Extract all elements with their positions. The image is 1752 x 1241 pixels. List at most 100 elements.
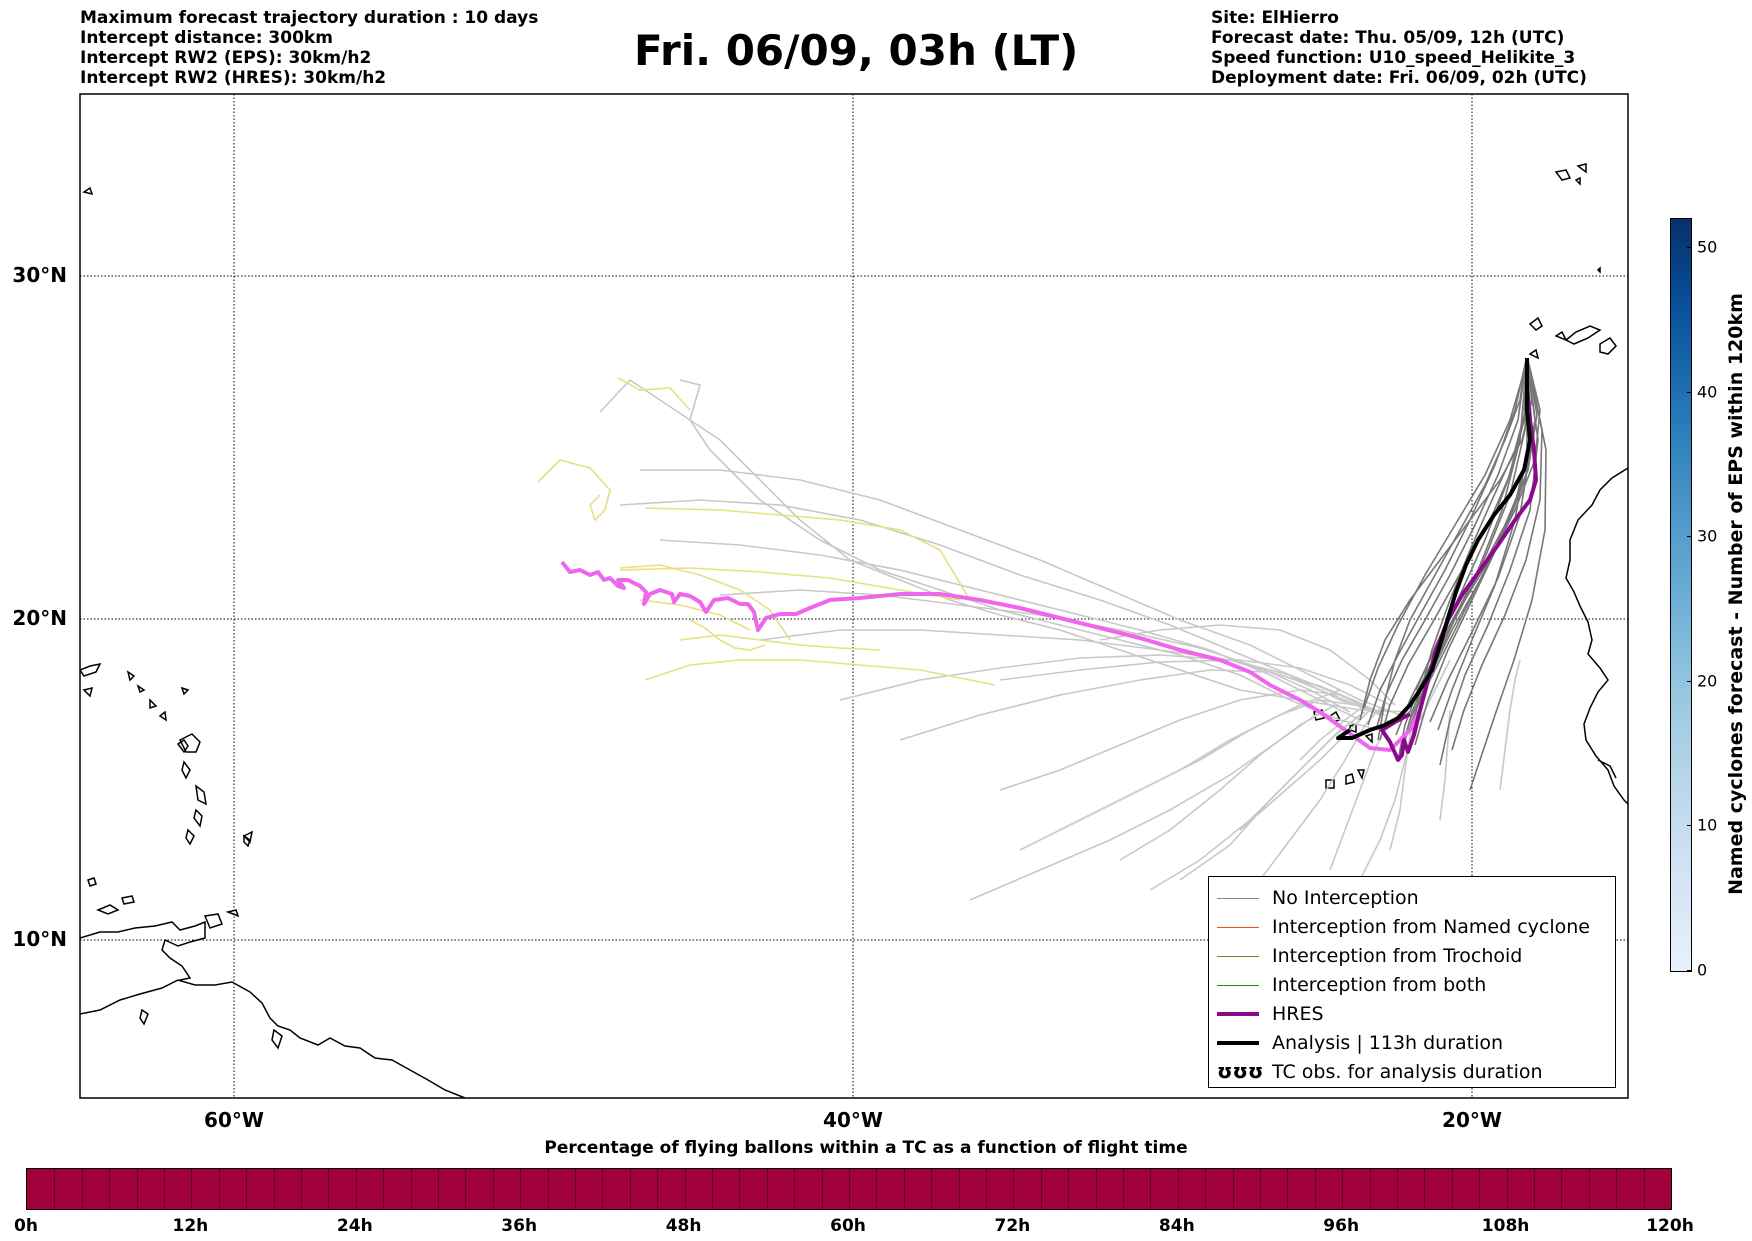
legend-item-both: Interception from both [1209, 972, 1615, 1000]
coast-canary-1 [1528, 316, 1543, 331]
eps-grey-trajectory-21 [1149, 714, 1361, 891]
legend-swatch-analysis [1217, 1041, 1259, 1045]
coast-cape-verde-5 [1325, 779, 1335, 789]
coast-canary-3 [1564, 325, 1602, 345]
legend-swatch-both [1217, 985, 1259, 986]
eps-grey-trajectory-22 [1239, 709, 1371, 831]
colorbar-eps-count [1670, 218, 1692, 972]
legend-swatch-trochoid [1217, 956, 1259, 957]
coast-tobago [225, 909, 240, 918]
flight-time-segment-divider [164, 1169, 165, 1209]
map-legend: No Interception Interception from Named … [1208, 876, 1616, 1088]
flight-time-segment-divider [136, 1169, 138, 1209]
legend-label-no-interception: No Interception [1272, 887, 1419, 909]
flight-time-colorbar-title: Percentage of flying ballons within a TC… [544, 1138, 1188, 1158]
flight-time-segment-divider [1314, 1169, 1316, 1209]
colorbar-eps-tick-0: 0 [1697, 960, 1708, 980]
coast-st-vincent [185, 828, 195, 846]
legend-label-named-cyclone: Interception from Named cyclone [1272, 916, 1590, 938]
coast-curacao [121, 895, 135, 905]
coast-barbados [243, 834, 251, 848]
tc-obs-symbol-icon: ʊʊʊ [1217, 1059, 1264, 1083]
flight-time-segment-divider [410, 1169, 412, 1209]
eps-trochoid-trajectory-6 [644, 659, 996, 686]
coast-st-lucia [193, 808, 203, 828]
coast-antilles-4 [136, 684, 146, 694]
flight-time-segment-divider [191, 1169, 193, 1209]
eps-trochoid-trajectory-1 [617, 377, 691, 411]
flight-time-segment-divider [1369, 1169, 1371, 1209]
flight-time-tick-12h: 12h [172, 1216, 209, 1236]
coastlines [80, 163, 1628, 1098]
flight-time-segment-divider [1616, 1169, 1618, 1209]
legend-swatch-hres [1217, 1012, 1259, 1016]
eps-grey-trajectory-7 [759, 629, 1381, 716]
flight-time-segment-divider [1232, 1169, 1234, 1209]
coast-antilles-8 [176, 738, 189, 754]
flight-time-segment-divider [1588, 1169, 1590, 1209]
eps-grey-trajectory-15 [1329, 719, 1389, 871]
flight-time-segment-divider [1424, 1169, 1426, 1209]
legend-item-trochoid: Interception from Trochoid [1209, 943, 1615, 971]
map-frame [79, 93, 1629, 1099]
colorbar-eps-tickmark-0 [1687, 970, 1691, 971]
flight-time-segment-divider [1013, 1169, 1015, 1209]
flight-time-segment-divider [1534, 1169, 1535, 1209]
flight-time-segment-divider [1561, 1169, 1563, 1209]
lon-label-20w: 20°W [1442, 1108, 1502, 1132]
info-deployment-date: Deployment date: Fri. 06/09, 02h (UTC) [1211, 68, 1587, 88]
flight-time-segment-divider [81, 1169, 83, 1209]
colorbar-eps-tick-10: 10 [1697, 815, 1718, 835]
flight-time-segment-divider [218, 1169, 220, 1209]
coast-madeira [1554, 169, 1572, 181]
lon-label-40w: 40°W [823, 1108, 883, 1132]
coast-south-america [80, 979, 466, 1098]
info-forecast-date: Forecast date: Thu. 05/09, 12h (UTC) [1211, 28, 1565, 48]
flight-time-segment-divider [602, 1169, 604, 1209]
flight-time-segment-divider [958, 1169, 960, 1209]
flight-time-segment-divider [246, 1169, 248, 1209]
eps-trochoid-trajectory-3 [644, 507, 971, 601]
flight-time-segment-divider [301, 1169, 302, 1209]
coast-cape-verde-3 [1349, 722, 1357, 734]
flight-time-tick-0h: 0h [14, 1216, 38, 1236]
eps-grey-trajectory-25 [999, 659, 1391, 706]
flight-time-segment-divider [109, 1169, 111, 1209]
info-site: Site: ElHierro [1211, 8, 1339, 28]
flight-time-segment-divider [438, 1169, 439, 1209]
flight-time-segment-divider [273, 1169, 275, 1209]
legend-item-tc-obs: ʊʊʊ TC obs. for analysis duration [1209, 1059, 1615, 1087]
flight-time-segment-divider [986, 1169, 987, 1209]
coast-madeira-2 [1574, 176, 1581, 186]
info-speed-function: Speed function: U10_speed_Helikite_3 [1211, 48, 1576, 68]
legend-swatch-no-interception [1217, 898, 1259, 899]
coast-martinique [195, 784, 207, 806]
info-right: Site: ElHierro Forecast date: Thu. 05/09… [1211, 8, 1587, 88]
flight-time-tick-72h: 72h [994, 1216, 1031, 1236]
flight-time-segment-divider [1643, 1169, 1645, 1209]
coast-guadeloupe [178, 733, 201, 753]
coast-margarita [87, 877, 97, 887]
coast-islet-2 [242, 830, 254, 844]
colorbar-eps-tickmark-30 [1687, 536, 1691, 538]
eps-dark-trajectory-12 [1401, 367, 1527, 751]
flight-time-segment-divider [1205, 1169, 1207, 1209]
flight-time-segment-divider [1068, 1169, 1070, 1209]
lon-label-60w: 60°W [204, 1108, 264, 1132]
flight-time-tick-96h: 96h [1323, 1216, 1360, 1236]
eps-dark-trajectory-15 [1367, 359, 1527, 726]
flight-time-segment-divider [547, 1169, 549, 1209]
info-rw2-hres: Intercept RW2 (HRES): 30km/h2 [80, 68, 387, 88]
coast-trinidad [203, 913, 223, 929]
coast-canary-4 [1599, 337, 1617, 355]
flight-time-segment-divider [931, 1169, 933, 1209]
hres-earlier-trajectory [560, 560, 1422, 752]
coast-west-africa [1565, 467, 1628, 805]
coast-antilles-7 [180, 686, 190, 696]
flight-time-segment-divider [1506, 1169, 1508, 1209]
flight-time-segment-divider [1479, 1169, 1481, 1209]
eps-dark-trajectory-2 [1377, 364, 1526, 741]
colorbar-eps-tickmark-50 [1687, 246, 1691, 248]
coast-antilles-2 [82, 686, 94, 698]
